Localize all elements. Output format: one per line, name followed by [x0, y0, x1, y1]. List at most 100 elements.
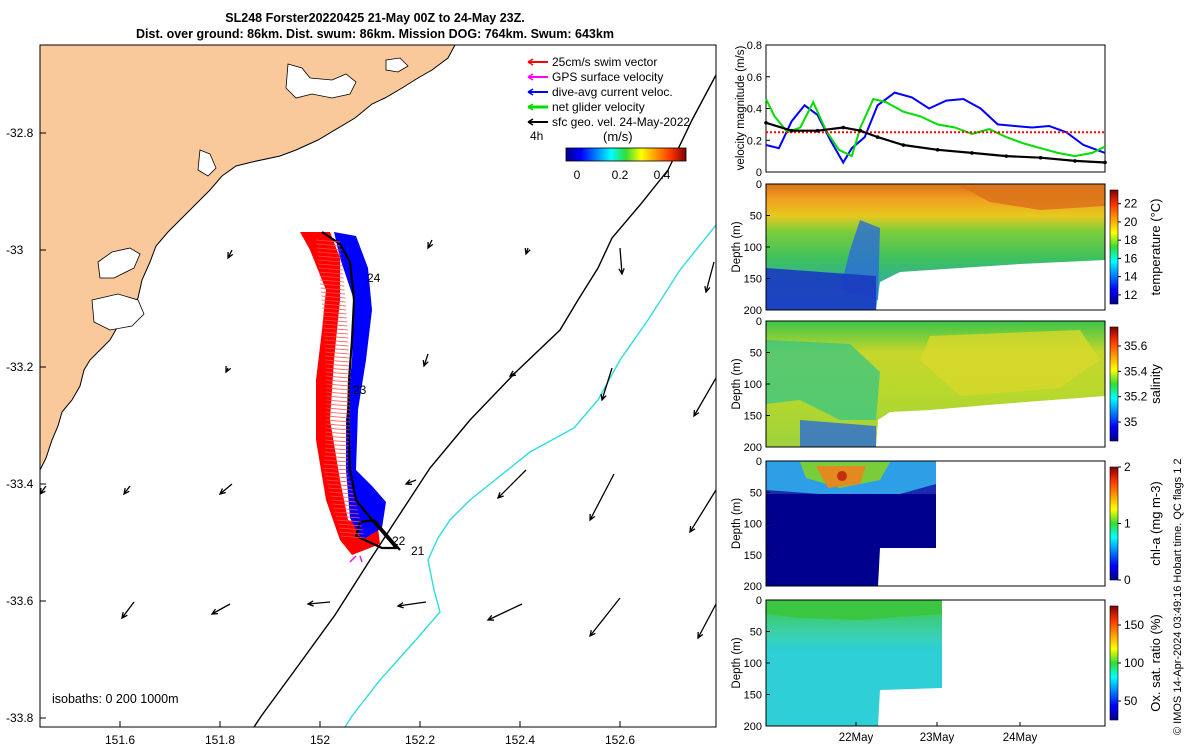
section-colorbar — [1109, 605, 1119, 721]
colorbar-tick: 0.4 — [654, 168, 671, 182]
map-x-tick-label: 152.4 — [505, 733, 535, 747]
swim-tick — [325, 363, 350, 367]
swim-tick — [332, 503, 357, 507]
time-tick-label: 23May — [920, 732, 955, 744]
map-y-tick-label: -33.2 — [6, 360, 34, 374]
swim-tick — [324, 335, 349, 339]
legend-arrowhead — [527, 118, 534, 126]
swim-tick — [325, 415, 350, 419]
glider-path-line — [321, 231, 401, 551]
swim-tick — [325, 371, 350, 375]
depth-tick-label: 100 — [744, 658, 762, 670]
swim-tick — [319, 275, 344, 279]
legend-label: GPS surface velocity — [552, 70, 663, 84]
swim-tick — [334, 511, 359, 515]
map-y-tick-label: -33.8 — [6, 711, 34, 725]
swim-tick — [318, 263, 343, 267]
colorbar-tick-label: 22 — [1124, 197, 1138, 211]
swim-tick — [325, 399, 351, 403]
map-x-tick-label: 151.8 — [205, 733, 235, 747]
figure-title-line2: Dist. over ground: 86km. Dist. swum: 86k… — [136, 27, 614, 41]
map-x-tick-label: 152 — [310, 733, 330, 747]
current-arrow — [404, 479, 417, 486]
swim-tick — [324, 339, 349, 343]
velocity-point — [815, 128, 820, 133]
map-frame — [39, 44, 717, 728]
depth-axis-label: Depth (m) — [731, 498, 743, 549]
section-colorbar-label: chl-a (mg m-3) — [1148, 481, 1163, 566]
velocity-point — [901, 143, 906, 147]
depth-tick-label: 50 — [750, 627, 762, 639]
map-x-ticks: 151.6 151.8 152 152.2 152.4 152.6 — [105, 721, 635, 747]
section-colorbar-label: Ox. sat. ratio (%) — [1148, 614, 1163, 712]
colorbar-tick-label: 2 — [1124, 460, 1131, 474]
legend-arrowhead — [527, 88, 534, 96]
lake-shape — [285, 63, 357, 99]
oxygen-section — [766, 600, 942, 726]
velocity-y-tick-label: 0.8 — [747, 40, 762, 52]
swim-tick — [335, 515, 360, 519]
swim-tick — [325, 387, 350, 391]
velocity-y-tick-label: 0.4 — [747, 104, 762, 116]
swim-tick — [325, 475, 350, 479]
velocity-point — [875, 135, 880, 139]
map-x-tick-label: 152.6 — [605, 733, 635, 747]
current-arrow — [496, 469, 527, 500]
day-label-21: 21 — [411, 544, 425, 558]
swim-tick — [315, 239, 341, 243]
swim-tick — [320, 291, 346, 295]
swim-tick — [323, 327, 348, 331]
velocity-series — [764, 91, 1107, 165]
section-colorbar — [1109, 189, 1119, 305]
velocity-point — [764, 120, 768, 125]
swim-tick — [323, 467, 348, 471]
land-mass — [40, 45, 456, 471]
current-arrow — [422, 353, 429, 368]
map-y-tick-label: -32.8 — [6, 126, 34, 140]
swim-tick — [339, 531, 364, 535]
current-arrow — [508, 370, 517, 377]
current-vector-band — [334, 232, 386, 540]
swim-tick — [338, 527, 363, 531]
swim-tick — [328, 487, 353, 491]
velocity-y-tick-label: 0.6 — [747, 72, 762, 84]
swim-tick — [340, 535, 365, 539]
swim-tick — [330, 495, 355, 499]
colorbar-tick-label: 35.6 — [1124, 339, 1148, 353]
velocity-series-line — [765, 91, 1106, 165]
depth-tick-label: 0 — [756, 456, 762, 468]
velocity-point — [858, 128, 863, 133]
time-axis: 22May 23May 24May — [839, 722, 1038, 744]
swim-tick — [323, 319, 348, 323]
legend-arrowhead — [527, 58, 534, 66]
depth-axis-label: Depth (m) — [731, 221, 743, 272]
colorbar-label: (m/s) — [603, 129, 633, 144]
isobath-1000m — [344, 224, 716, 727]
legend-label: sfc geo. vel. 24-May-2022 — [552, 115, 690, 129]
swim-tick — [325, 423, 350, 427]
swim-tick — [317, 251, 342, 255]
swim-tick — [325, 375, 350, 379]
colorbar-tick-label: 1 — [1124, 517, 1131, 531]
swim-tick — [322, 307, 347, 311]
depth-tick-label: 50 — [750, 348, 762, 360]
velocity-point — [1073, 159, 1077, 163]
velocity-panel: 0 0.2 0.4 0.6 0.8 velocity magnitude (m/s) — [735, 40, 1107, 179]
current-arrow — [427, 239, 434, 250]
current-arrow — [693, 377, 716, 418]
current-arrow — [227, 249, 234, 260]
velocity-point — [935, 147, 940, 152]
swim-tick — [326, 479, 351, 483]
section-colorbar-label: temperature (°C) — [1148, 199, 1163, 296]
swim-tick — [322, 315, 347, 319]
section-colorbar — [1109, 466, 1119, 581]
current-arrows — [40, 239, 716, 640]
swim-tick — [324, 351, 350, 355]
colorbar-tick-label: 14 — [1124, 270, 1138, 284]
swim-tick — [321, 299, 346, 303]
colorbar-tick: 0 — [574, 168, 581, 182]
depth-tick-label: 50 — [750, 211, 762, 223]
swim-tick — [325, 403, 351, 407]
